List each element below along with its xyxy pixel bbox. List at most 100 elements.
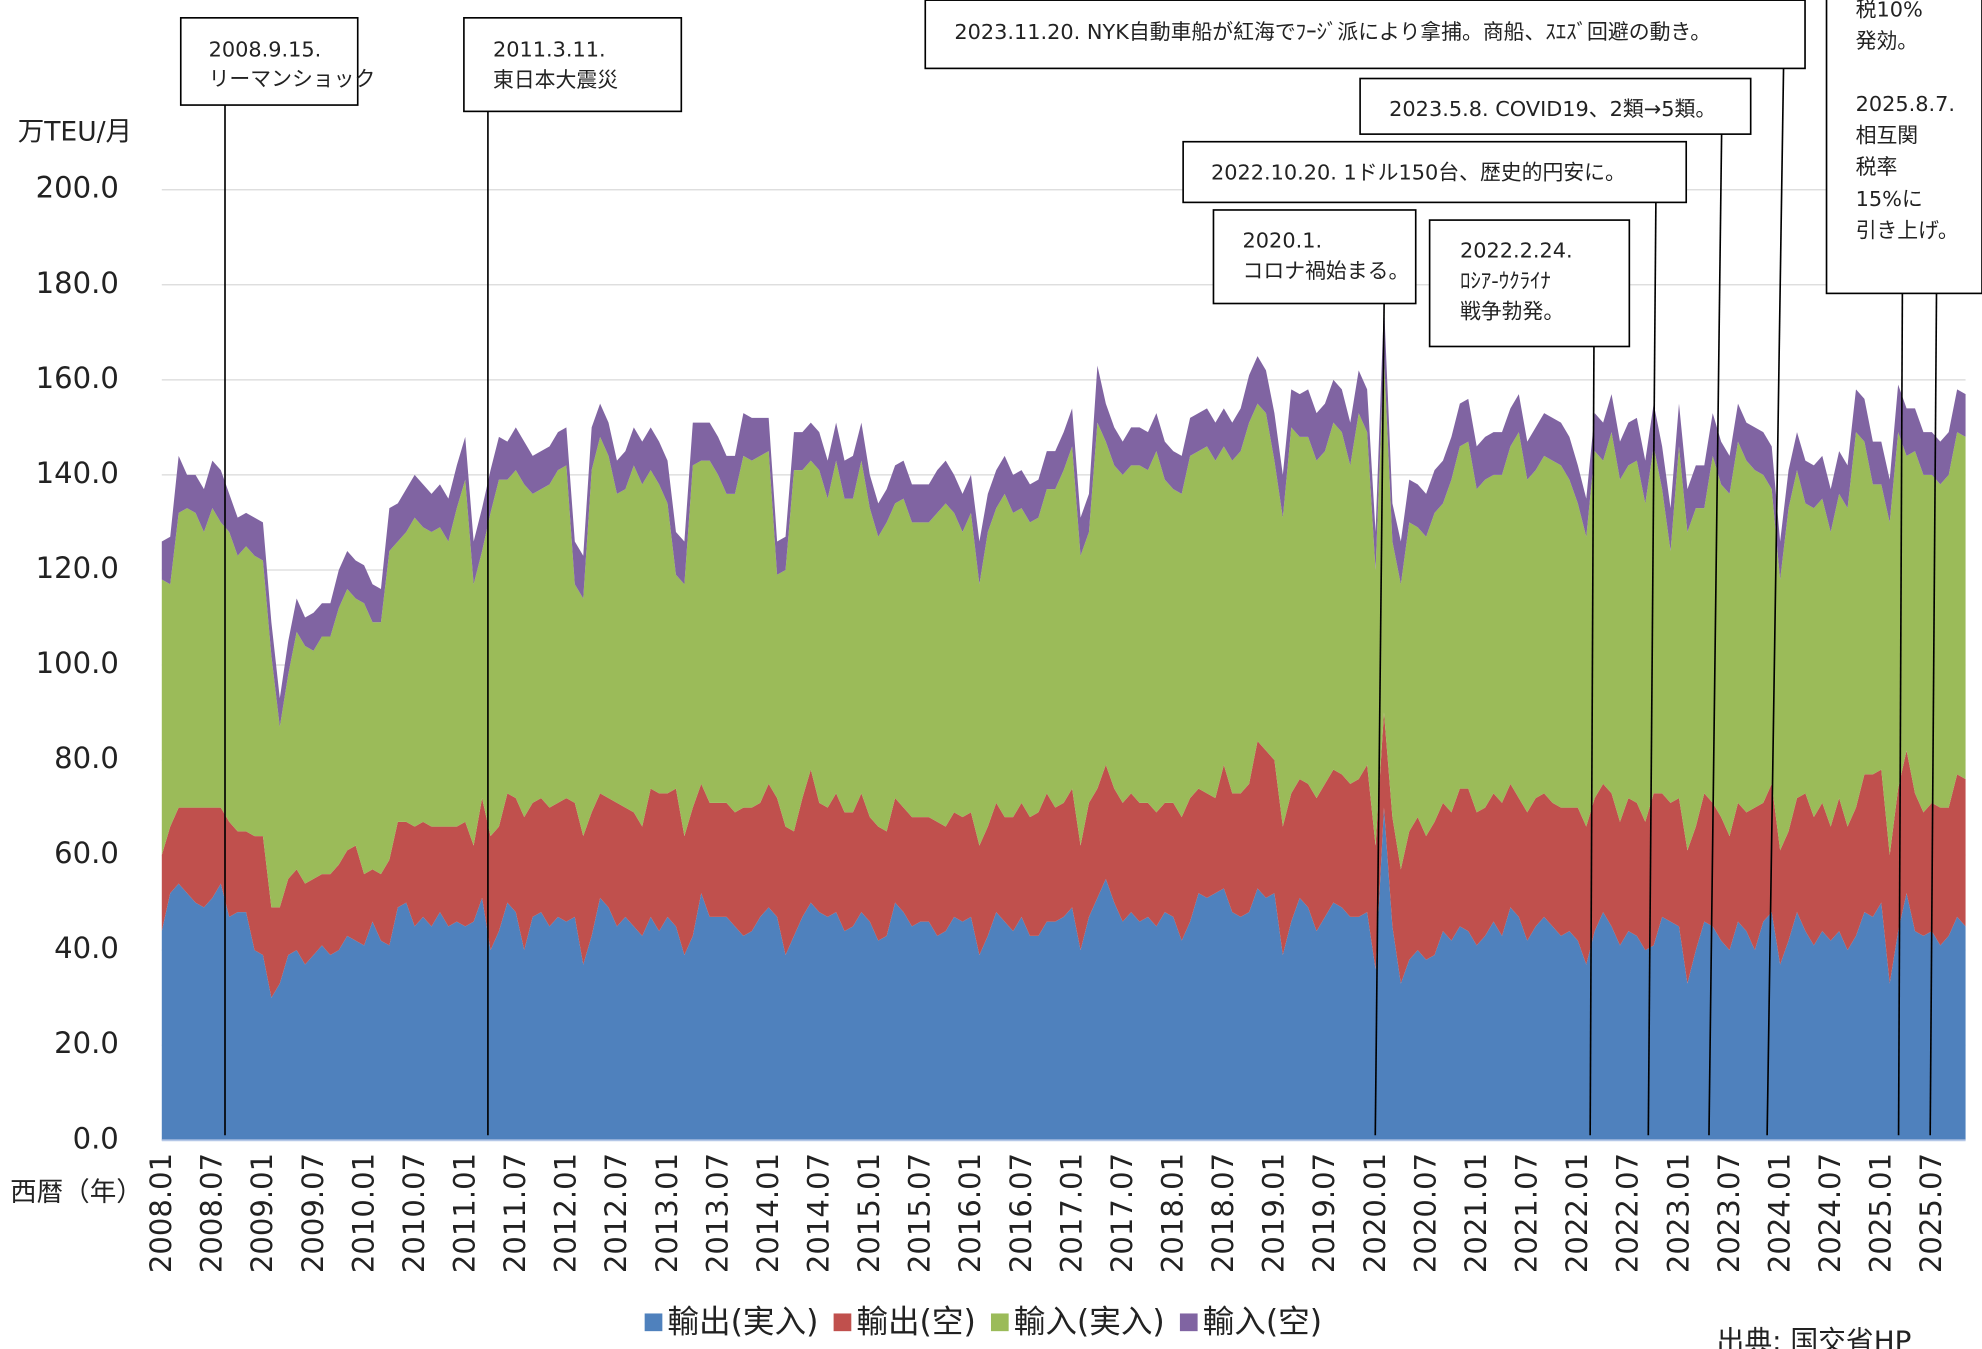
- y-tick-label: 40.0: [54, 931, 119, 965]
- legend-swatch: [644, 1313, 663, 1332]
- annotation-text: ﾛｼｱ-ｳｸﾗｲﾅ: [1460, 269, 1551, 293]
- y-tick-label: 20.0: [54, 1026, 119, 1060]
- legend-label: 輸出(実入): [667, 1305, 818, 1341]
- leader-line: [1374, 303, 1385, 1136]
- y-tick-label: 60.0: [54, 836, 119, 870]
- annotation-box: [1212, 209, 1417, 305]
- x-tick-label: 2011.01: [447, 1153, 481, 1273]
- y-tick-label: 120.0: [36, 551, 119, 585]
- annotation-box: [1359, 77, 1752, 135]
- x-tick-label: 2019.07: [1307, 1153, 1341, 1273]
- leader-line: [1708, 134, 1723, 1136]
- annotation-box: [463, 17, 683, 113]
- leader-line: [1647, 202, 1657, 1136]
- y-axis-label: 万TEU/月: [18, 116, 132, 147]
- annotation: 2011.3.11. 東日本大震災: [463, 17, 683, 1136]
- annotation-text: 2023.5.8. COVID19、2類→5類。: [1389, 97, 1716, 121]
- x-tick-label: 2013.07: [700, 1153, 734, 1273]
- y-tick-label: 80.0: [54, 741, 119, 775]
- x-tick-label: 2014.01: [751, 1153, 785, 1273]
- annotation-text: 2025.8.7.: [1856, 92, 1955, 116]
- leader-line: [1766, 68, 1785, 1136]
- x-tick-label: 2025.01: [1864, 1153, 1898, 1273]
- x-tick-label: 2023.07: [1712, 1153, 1746, 1273]
- y-tick-label: 200.0: [36, 171, 119, 205]
- x-tick-label: 2017.01: [1054, 1153, 1088, 1273]
- annotation-text: 2011.3.11.: [493, 38, 606, 62]
- annotation-text: 引き上げ。: [1856, 218, 1959, 242]
- annotation-box: [1428, 219, 1631, 348]
- x-tick-label: 2022.01: [1560, 1153, 1594, 1273]
- x-tick-label: 2012.07: [599, 1153, 633, 1273]
- x-tick-label: 2009.07: [296, 1153, 330, 1273]
- x-tick-label: 2008.07: [195, 1153, 229, 1273]
- legend-label: 輸入(実入): [1014, 1305, 1165, 1341]
- x-tick-label: 2015.07: [903, 1153, 937, 1273]
- x-tick-label: 2016.07: [1004, 1153, 1038, 1273]
- legend-swatch: [990, 1313, 1009, 1332]
- y-tick-label: 180.0: [36, 266, 119, 300]
- annotation-text: 15%に: [1856, 187, 1923, 211]
- annotation-box: [1182, 140, 1688, 204]
- annotation-text: 2022.10.20. 1ドル150台、歴史的円安に。: [1211, 160, 1626, 184]
- leader-line: [1897, 293, 1904, 1136]
- y-tick-label: 100.0: [36, 646, 119, 680]
- legend-label: 輸出(空): [856, 1305, 975, 1341]
- area: [161, 807, 1966, 1141]
- x-tick-label: 2021.01: [1459, 1153, 1493, 1273]
- legend: 輸出(実入) 輸出(空) 輸入(実入) 輸入(空): [644, 1305, 1322, 1341]
- x-tick-label: 2018.07: [1206, 1153, 1240, 1273]
- leader-line: [1929, 293, 1938, 1136]
- annotation: 2020.1. コロナ禍始まる。: [1212, 209, 1417, 1136]
- y-tick-label: 160.0: [36, 361, 119, 395]
- legend-swatch: [833, 1313, 852, 1332]
- annotation: 2022.2.24. ﾛｼｱ-ｳｸﾗｲﾅ 戦争勃発。: [1428, 219, 1631, 1136]
- annotation-text: 相互関: [1856, 124, 1919, 148]
- legend-label: 輸入(空): [1203, 1305, 1322, 1341]
- x-tick-label: 2014.07: [802, 1153, 836, 1273]
- annotation-text: 2023.11.20. NYK自動車船が紅海でﾌｰｼﾞ派により拿捕。商船、ｽｴｽ…: [954, 20, 1711, 44]
- area: [161, 712, 1966, 998]
- y-tick-label: 140.0: [36, 456, 119, 490]
- x-tick-label: 2022.07: [1611, 1153, 1645, 1273]
- annotation: 2023.11.20. NYK自動車船が紅海でﾌｰｼﾞ派により拿捕。商船、ｽｴｽ…: [924, 0, 1806, 1136]
- annotation-text: 2020.1.: [1243, 229, 1323, 253]
- x-tick-label: 2020.01: [1358, 1153, 1392, 1273]
- x-axis-label: 西暦（年）: [10, 1177, 143, 1208]
- x-tick-label: 2015.01: [852, 1153, 886, 1273]
- annotation-text: 発効。: [1856, 29, 1919, 53]
- x-tick-label: 2025.07: [1914, 1153, 1948, 1273]
- x-tick-label: 2010.01: [346, 1153, 380, 1273]
- annotation: 税10% 発効。: [1825, 0, 1982, 1136]
- annotation: 2008.9.15. リーマンショック: [179, 17, 375, 1136]
- annotation-text: 戦争勃発。: [1460, 299, 1564, 323]
- annotation-box: [179, 17, 359, 106]
- x-tick-label: 2017.07: [1105, 1153, 1139, 1273]
- annotation: 2022.10.20. 1ドル150台、歴史的円安に。: [1182, 140, 1688, 1136]
- annotation-text: 2022.2.24.: [1460, 239, 1573, 263]
- annotation-text: 税10%: [1856, 0, 1923, 21]
- x-tick-label: 2024.07: [1813, 1153, 1847, 1273]
- annotation-box: [1825, 0, 1982, 295]
- y-tick-label: 0.0: [73, 1121, 119, 1155]
- x-tick-label: 2010.07: [397, 1153, 431, 1273]
- x-tick-label: 2011.07: [498, 1153, 532, 1273]
- annotation-text: 2008.9.15.: [209, 38, 322, 62]
- x-tick-label: 2024.01: [1762, 1153, 1796, 1273]
- x-tick-label: 2018.01: [1156, 1153, 1190, 1273]
- x-tick-label: 2012.01: [549, 1153, 583, 1273]
- legend-swatch: [1179, 1313, 1198, 1332]
- area: [161, 303, 1966, 727]
- x-tick-label: 2008.01: [144, 1153, 178, 1273]
- x-tick-label: 2009.01: [245, 1153, 279, 1273]
- x-tick-label: 2023.01: [1661, 1153, 1695, 1273]
- annotation-text: 東日本大震災: [493, 68, 618, 92]
- x-tick-label: 2020.07: [1408, 1153, 1442, 1273]
- annotation-text: 税率: [1856, 155, 1898, 179]
- annotation-text: コロナ禍始まる。: [1243, 259, 1410, 283]
- annotation-box: [924, 0, 1806, 70]
- area: [161, 356, 1966, 908]
